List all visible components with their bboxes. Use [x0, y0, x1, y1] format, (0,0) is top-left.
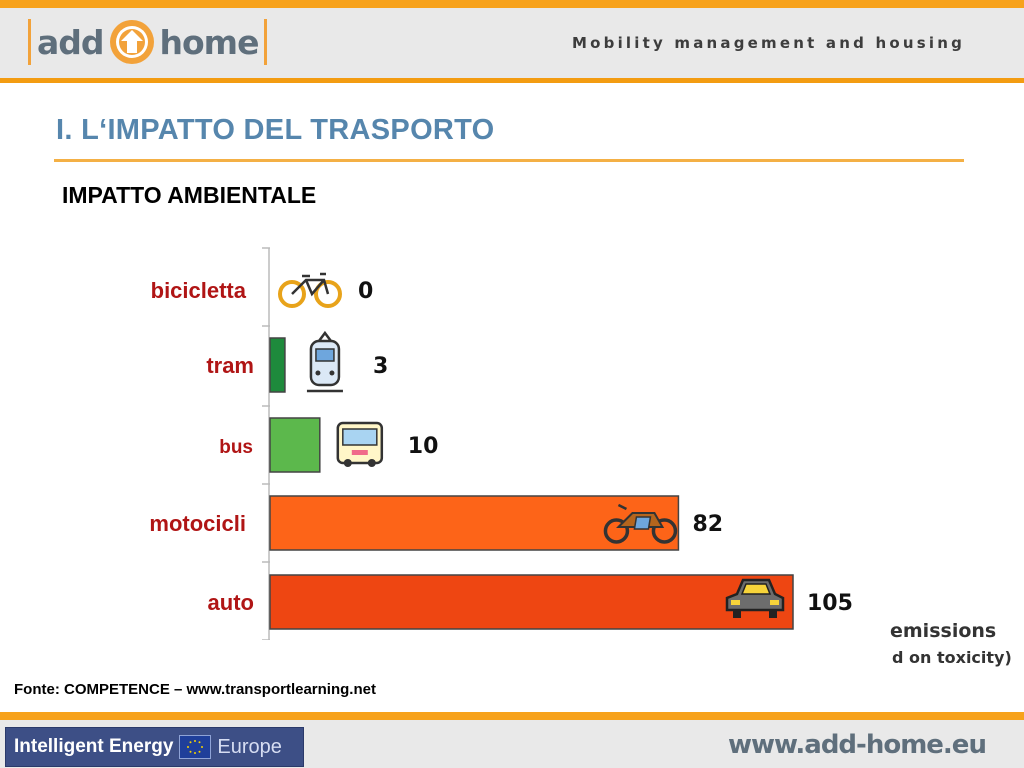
page-title: I. L‘IMPATTO DEL TRASPORTO [56, 114, 495, 146]
chart-bar-auto [269, 574, 794, 630]
logo-word-home: home [159, 22, 260, 62]
house-arrow-icon [109, 20, 154, 64]
chart-value-label: 82 [692, 512, 723, 537]
add-home-logo[interactable]: add home [28, 16, 268, 68]
car-icon [725, 578, 785, 618]
motorcycle-icon [603, 503, 678, 544]
title-divider [54, 159, 964, 162]
program-name: Intelligent Energy [14, 736, 174, 757]
source-note: Fonte: COMPETENCE – www.transportlearnin… [14, 681, 376, 698]
footer-stripe [0, 712, 1024, 720]
section-subtitle: IMPATTO AMBIENTALE [62, 182, 317, 208]
chart-value-label: 10 [408, 434, 439, 459]
bicycle-icon [278, 272, 342, 308]
chart-bar-tram [269, 337, 286, 393]
footer-website-link[interactable]: www.add-home.eu [728, 730, 987, 760]
emissions-caption: emissions [890, 620, 997, 642]
emissions-bar-chart: bicicletta tram bus motocicli auto 0 3 10 82 105 [149, 247, 853, 640]
eu-flag-icon [179, 735, 212, 759]
logo-word-add: add [37, 22, 105, 62]
chart-category-label: bus [219, 437, 253, 458]
header-top-stripe [0, 0, 1024, 8]
program-region: Europe [217, 735, 282, 758]
chart-category-label: tram [206, 353, 254, 378]
chart-value-label: 3 [373, 354, 388, 379]
logo-right-bar [264, 19, 268, 65]
header-band [0, 8, 1024, 78]
chart-value-label: 0 [358, 279, 373, 304]
chart-category-label: motocicli [149, 511, 246, 536]
tram-icon [306, 330, 343, 393]
intelligent-energy-europe-logo[interactable]: Intelligent Energy Europe [5, 727, 304, 767]
header-tagline: Mobility management and housing [572, 34, 966, 52]
header-bottom-stripe [0, 78, 1024, 83]
chart-category-label: bicicletta [151, 278, 247, 303]
chart-bar-bus [269, 417, 321, 473]
logo-left-bar [28, 19, 31, 65]
bus-icon [336, 421, 384, 467]
chart-category-label: auto [208, 590, 254, 615]
chart-value-label: 105 [807, 591, 853, 616]
emissions-caption-note: d on toxicity) [892, 648, 1012, 667]
